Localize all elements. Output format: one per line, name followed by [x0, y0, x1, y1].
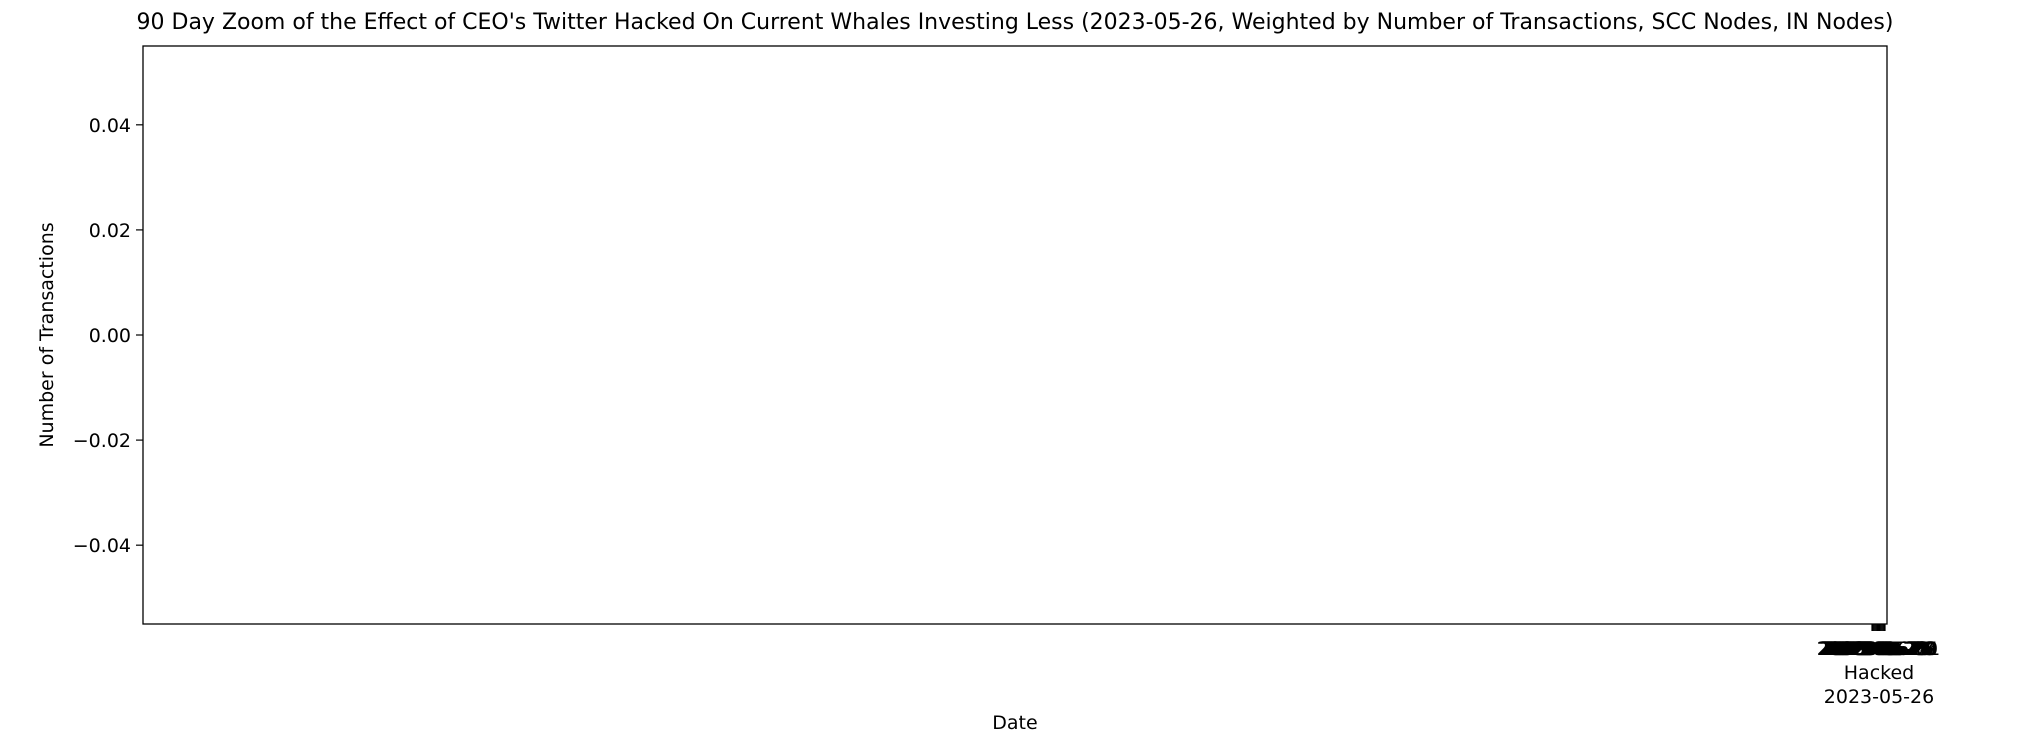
- y-tick-label: −0.04: [73, 535, 131, 557]
- plot-area: [142, 45, 1888, 625]
- y-axis: 0.04 0.02 0.00 −0.02 −0.04: [73, 115, 143, 557]
- event-date: 2023-05-26: [1824, 686, 1934, 708]
- x-axis-label: Date: [992, 712, 1037, 734]
- x-tick-label: 2023-05-26: [1823, 638, 1933, 660]
- x-tick-label: 2023-05-25: [1822, 638, 1932, 660]
- x-tick-label: 2023-05-31: [1829, 638, 1939, 660]
- y-tick-label: 0.04: [89, 115, 131, 137]
- x-tick-label: 2023-05-24: [1821, 638, 1931, 660]
- y-tick-label: −0.02: [73, 430, 131, 452]
- x-axis: 2023-05-202023-05-212023-05-222023-05-23…: [1817, 624, 1940, 660]
- y-tick-label: 0.00: [89, 325, 131, 347]
- event-label: Hacked: [1844, 662, 1914, 684]
- x-tick-label: 2023-05-30: [1828, 638, 1938, 660]
- x-tick-label: 2023-05-23: [1820, 638, 1930, 660]
- x-tick-label: 2023-05-21: [1818, 638, 1928, 660]
- x-tick-label: 2023-05-29: [1827, 638, 1937, 660]
- x-tick-label: 2023-06-01: [1830, 638, 1940, 660]
- y-tick-label: 0.02: [89, 220, 131, 242]
- y-axis-label: Number of Transactions: [36, 222, 58, 447]
- x-tick-label: 2023-05-22: [1819, 638, 1929, 660]
- chart-title: 90 Day Zoom of the Effect of CEO's Twitt…: [137, 10, 1894, 35]
- x-tick-label: 2023-05-20: [1817, 638, 1927, 660]
- x-tick-label: 2023-05-27: [1824, 638, 1934, 660]
- x-tick-label: 2023-05-28: [1825, 638, 1935, 660]
